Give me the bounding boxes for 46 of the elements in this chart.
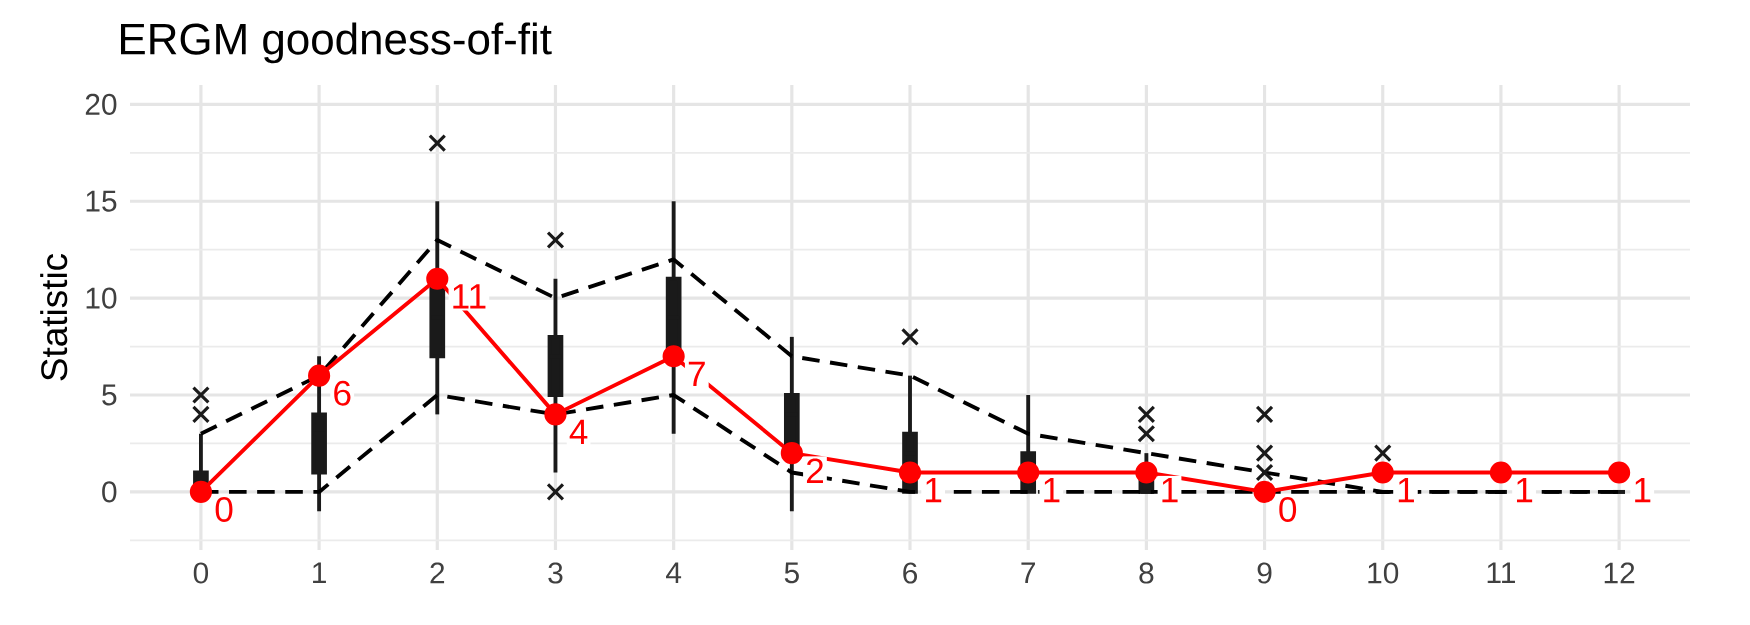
point xyxy=(426,267,449,290)
data-label: 0 xyxy=(215,497,233,522)
x-tick-label: 0 xyxy=(193,562,209,584)
data-label: 1 xyxy=(926,477,942,503)
data-label: 0 xyxy=(1279,497,1297,522)
point xyxy=(189,480,212,503)
y-tick-label: 10 xyxy=(86,287,117,309)
y-tick-label: 5 xyxy=(102,384,117,406)
y-tick-label: 15 xyxy=(86,190,117,212)
data-label: 1 xyxy=(1162,477,1178,503)
point xyxy=(780,442,803,465)
point xyxy=(308,364,331,387)
x-tick-label: 10 xyxy=(1368,562,1399,584)
x-tick-label: 2 xyxy=(430,562,445,584)
x-tick-label: 7 xyxy=(1021,562,1035,583)
x-tick-label: 9 xyxy=(1257,562,1272,584)
data-label: 7 xyxy=(688,361,705,386)
x-tick-label: 6 xyxy=(903,562,918,584)
point xyxy=(544,403,567,426)
x-tick-label: 3 xyxy=(548,562,563,584)
point xyxy=(1017,461,1040,484)
data-label: 1 xyxy=(1635,477,1651,503)
point xyxy=(1253,480,1276,503)
x-tick-label: 12 xyxy=(1604,562,1635,584)
data-label: 1 xyxy=(1398,477,1414,503)
point xyxy=(1371,461,1394,484)
data-label: 6 xyxy=(334,380,351,406)
x-tick-label: 5 xyxy=(784,562,799,584)
y-tick-label: 0 xyxy=(102,481,117,503)
x-tick-label: 4 xyxy=(666,562,682,583)
point xyxy=(1135,461,1158,484)
point xyxy=(662,345,685,368)
y-tick-label: 20 xyxy=(85,93,117,115)
x-tick-label: 11 xyxy=(1487,562,1515,583)
data-label: 11 xyxy=(453,284,486,309)
y-axis-title: Statistic xyxy=(40,253,68,381)
data-label: 1 xyxy=(1044,477,1060,503)
data-label: 4 xyxy=(569,419,588,445)
x-tick-label: 1 xyxy=(313,562,326,583)
data-label: 1 xyxy=(1516,477,1533,503)
data-label: 2 xyxy=(806,458,823,483)
chart-title: ERGM goodness-of-fit xyxy=(121,22,552,64)
point xyxy=(1608,461,1631,484)
point xyxy=(1489,461,1513,484)
point xyxy=(898,461,922,484)
x-tick-label: 8 xyxy=(1139,562,1154,584)
